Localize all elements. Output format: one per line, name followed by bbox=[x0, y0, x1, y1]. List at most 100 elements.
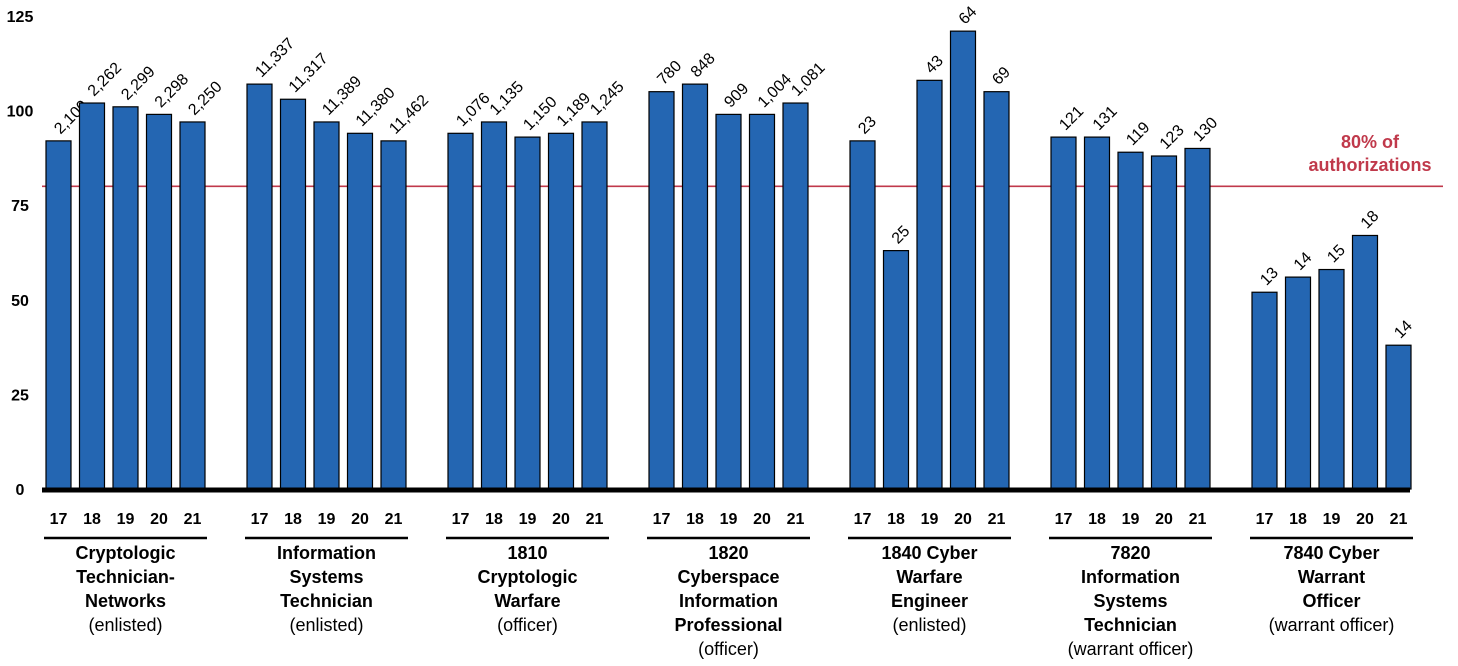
x-tick-label: 21 bbox=[787, 511, 805, 528]
bar bbox=[447, 132, 474, 490]
bar bbox=[547, 132, 575, 490]
bar bbox=[1150, 155, 1178, 490]
bar-data-label: 848 bbox=[688, 50, 719, 81]
bar bbox=[1284, 276, 1312, 490]
x-tick-label: 17 bbox=[50, 511, 68, 528]
group-sublabel: (enlisted) bbox=[892, 615, 966, 635]
y-tick-label: 25 bbox=[11, 387, 29, 404]
bar-data-label: 69 bbox=[989, 64, 1014, 89]
x-tick-label: 17 bbox=[1055, 511, 1073, 528]
x-tick-label: 17 bbox=[251, 511, 269, 528]
group-sublabel: (warrant officer) bbox=[1269, 615, 1395, 635]
y-tick-label: 50 bbox=[11, 293, 29, 310]
reference-line-label: 80% of bbox=[1341, 132, 1400, 152]
group-sublabel: (officer) bbox=[698, 639, 759, 659]
bar-data-label: 23 bbox=[855, 113, 880, 138]
bar-data-label: 121 bbox=[1056, 103, 1087, 134]
bar-data-label: 18 bbox=[1358, 208, 1383, 233]
x-tick-label: 20 bbox=[150, 511, 168, 528]
group-label: Technician- bbox=[76, 567, 175, 587]
y-tick-label: 100 bbox=[7, 104, 34, 121]
bar-data-label: 15 bbox=[1324, 242, 1349, 267]
x-tick-label: 19 bbox=[1122, 511, 1140, 528]
x-tick-label: 21 bbox=[988, 511, 1006, 528]
bar bbox=[849, 140, 876, 490]
bar bbox=[279, 98, 307, 490]
y-tick-label: 0 bbox=[16, 482, 25, 499]
x-tick-label: 18 bbox=[887, 511, 905, 528]
x-tick-label: 21 bbox=[586, 511, 604, 528]
group-label: 7820 bbox=[1110, 543, 1150, 563]
bar bbox=[581, 121, 608, 490]
x-tick-label: 18 bbox=[686, 511, 704, 528]
group-label: Warfare bbox=[494, 591, 560, 611]
x-tick-label: 20 bbox=[1155, 511, 1173, 528]
x-tick-label: 18 bbox=[284, 511, 302, 528]
group-label: Officer bbox=[1302, 591, 1360, 611]
group-sublabel: (enlisted) bbox=[88, 615, 162, 635]
group-label: Cryptologic bbox=[477, 567, 577, 587]
group-label: 1840 Cyber bbox=[881, 543, 977, 563]
y-tick-label: 125 bbox=[7, 9, 34, 26]
reference-line-label: authorizations bbox=[1308, 155, 1431, 175]
x-tick-label: 18 bbox=[1088, 511, 1106, 528]
x-tick-label: 19 bbox=[921, 511, 939, 528]
group-label: Cryptologic bbox=[75, 543, 175, 563]
x-tick-label: 21 bbox=[385, 511, 403, 528]
bar bbox=[179, 121, 206, 490]
bar-data-label: 64 bbox=[956, 3, 981, 28]
bar bbox=[648, 91, 675, 490]
bar bbox=[1050, 136, 1077, 490]
bar bbox=[246, 83, 273, 490]
bar-data-label: 14 bbox=[1291, 249, 1316, 274]
bar bbox=[1385, 344, 1412, 490]
bar bbox=[681, 83, 709, 490]
x-tick-label: 20 bbox=[1356, 511, 1374, 528]
bar bbox=[1351, 234, 1379, 490]
x-tick-label: 21 bbox=[1390, 511, 1408, 528]
bar-data-label: 123 bbox=[1157, 122, 1188, 153]
bar bbox=[1184, 147, 1211, 490]
bar bbox=[882, 250, 910, 490]
group-sublabel: (officer) bbox=[497, 615, 558, 635]
bar-data-label: 780 bbox=[654, 58, 685, 89]
bar bbox=[480, 121, 508, 490]
x-tick-label: 21 bbox=[1189, 511, 1207, 528]
bar bbox=[514, 136, 541, 490]
bar bbox=[916, 79, 943, 490]
bar-data-label: 1,150 bbox=[520, 94, 560, 134]
bar bbox=[715, 113, 742, 490]
x-tick-label: 18 bbox=[1289, 511, 1307, 528]
bar bbox=[1117, 151, 1144, 490]
x-tick-label: 19 bbox=[318, 511, 336, 528]
bar bbox=[983, 91, 1010, 490]
group-label: 1820 bbox=[708, 543, 748, 563]
bar bbox=[145, 113, 173, 490]
bar bbox=[748, 113, 776, 490]
bar-data-label: 43 bbox=[922, 52, 947, 77]
bar-data-label: 1,135 bbox=[487, 78, 527, 118]
group-label: Warfare bbox=[896, 567, 962, 587]
bar bbox=[1251, 291, 1278, 490]
x-tick-label: 20 bbox=[351, 511, 369, 528]
bar-data-label: 25 bbox=[889, 223, 914, 248]
x-tick-label: 21 bbox=[184, 511, 202, 528]
bar bbox=[1318, 268, 1345, 490]
bar bbox=[380, 140, 407, 490]
bar bbox=[313, 121, 340, 490]
bar bbox=[1083, 136, 1111, 490]
bar bbox=[45, 140, 72, 490]
x-tick-label: 19 bbox=[1323, 511, 1341, 528]
group-label: Networks bbox=[85, 591, 166, 611]
group-label: Systems bbox=[1093, 591, 1167, 611]
y-tick-label: 75 bbox=[11, 198, 29, 215]
x-tick-label: 17 bbox=[653, 511, 671, 528]
bar-data-label: 1,245 bbox=[587, 78, 627, 118]
group-label: 1810 bbox=[507, 543, 547, 563]
group-label: 7840 Cyber bbox=[1283, 543, 1379, 563]
group-label: Technician bbox=[280, 591, 373, 611]
bar-data-label: 1,081 bbox=[788, 59, 828, 99]
group-label: Professional bbox=[674, 615, 782, 635]
bar-data-label: 119 bbox=[1123, 119, 1153, 149]
bar-data-label: 13 bbox=[1257, 264, 1282, 289]
